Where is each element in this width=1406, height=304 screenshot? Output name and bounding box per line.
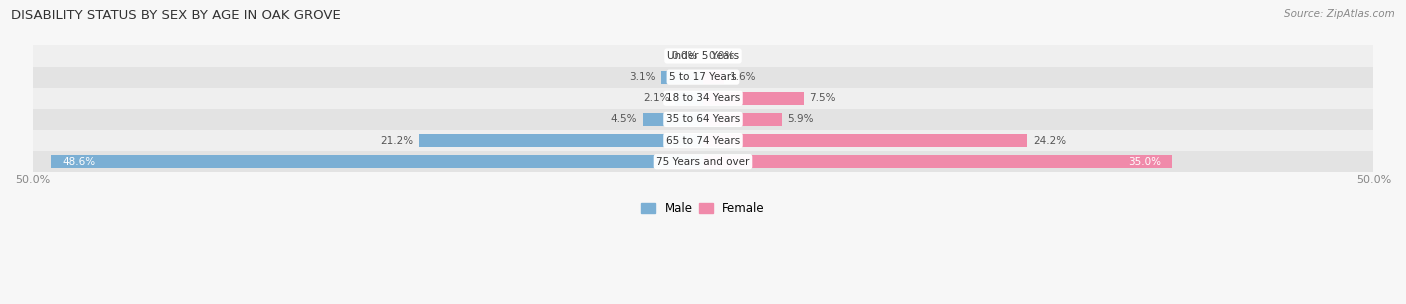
Text: 5 to 17 Years: 5 to 17 Years xyxy=(669,72,737,82)
Text: Source: ZipAtlas.com: Source: ZipAtlas.com xyxy=(1284,9,1395,19)
Text: DISABILITY STATUS BY SEX BY AGE IN OAK GROVE: DISABILITY STATUS BY SEX BY AGE IN OAK G… xyxy=(11,9,342,22)
Text: 0.0%: 0.0% xyxy=(709,51,734,61)
Bar xyxy=(52,155,703,168)
Bar xyxy=(703,155,1173,168)
Text: 24.2%: 24.2% xyxy=(1033,136,1066,146)
Text: 7.5%: 7.5% xyxy=(808,93,835,103)
Bar xyxy=(703,71,724,84)
Bar xyxy=(675,92,703,105)
Text: 48.6%: 48.6% xyxy=(62,157,96,167)
Text: 65 to 74 Years: 65 to 74 Years xyxy=(666,136,740,146)
Bar xyxy=(703,113,782,126)
Text: 3.1%: 3.1% xyxy=(630,72,657,82)
Bar xyxy=(32,151,1374,172)
Text: 2.1%: 2.1% xyxy=(643,93,669,103)
Text: 75 Years and over: 75 Years and over xyxy=(657,157,749,167)
Bar xyxy=(32,45,1374,67)
Bar xyxy=(643,113,703,126)
Text: Under 5 Years: Under 5 Years xyxy=(666,51,740,61)
Bar xyxy=(32,109,1374,130)
Text: 35.0%: 35.0% xyxy=(1129,157,1161,167)
Legend: Male, Female: Male, Female xyxy=(637,197,769,220)
Bar xyxy=(32,67,1374,88)
Text: 0.0%: 0.0% xyxy=(672,51,697,61)
Text: 1.6%: 1.6% xyxy=(730,72,756,82)
Bar xyxy=(419,134,703,147)
Text: 21.2%: 21.2% xyxy=(380,136,413,146)
Bar xyxy=(32,88,1374,109)
Text: 5.9%: 5.9% xyxy=(787,114,814,124)
Bar xyxy=(661,71,703,84)
Text: 18 to 34 Years: 18 to 34 Years xyxy=(666,93,740,103)
Bar xyxy=(703,134,1028,147)
Bar xyxy=(32,130,1374,151)
Bar xyxy=(703,92,804,105)
Text: 35 to 64 Years: 35 to 64 Years xyxy=(666,114,740,124)
Text: 4.5%: 4.5% xyxy=(610,114,637,124)
